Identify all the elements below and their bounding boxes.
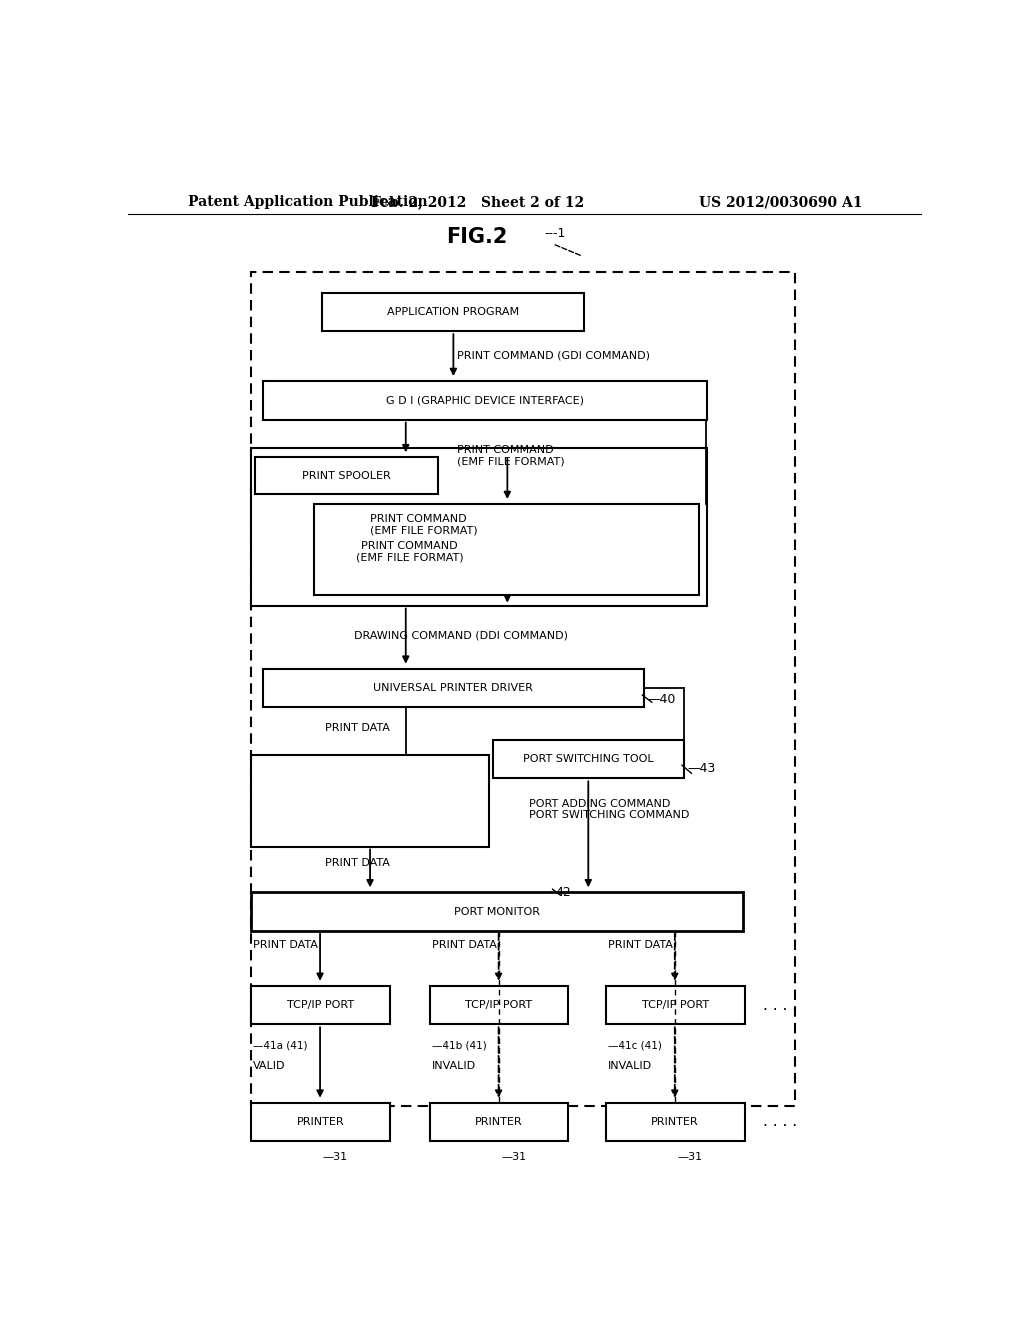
- Text: —41b (41): —41b (41): [432, 1040, 486, 1051]
- Text: ---1: ---1: [545, 227, 566, 240]
- Text: TCP/IP PORT: TCP/IP PORT: [287, 1001, 354, 1010]
- Text: PRINT DATA: PRINT DATA: [325, 722, 390, 733]
- Text: PRINTER: PRINTER: [475, 1117, 523, 1127]
- Text: PORT ADDING COMMAND
PORT SWITCHING COMMAND: PORT ADDING COMMAND PORT SWITCHING COMMA…: [528, 799, 689, 820]
- Bar: [263, 381, 708, 420]
- Text: —43: —43: [687, 762, 716, 775]
- Bar: [430, 986, 568, 1024]
- Bar: [251, 447, 708, 606]
- Bar: [606, 1102, 744, 1142]
- Bar: [606, 986, 744, 1024]
- Text: TCP/IP PORT: TCP/IP PORT: [466, 1001, 532, 1010]
- Text: PORT SWITCHING TOOL: PORT SWITCHING TOOL: [523, 754, 653, 764]
- Text: —31: —31: [677, 1151, 702, 1162]
- Text: PORT MONITOR: PORT MONITOR: [454, 907, 540, 916]
- Text: PRINT DATA: PRINT DATA: [325, 858, 390, 867]
- Bar: [263, 669, 644, 708]
- Text: PRINT SPOOLER: PRINT SPOOLER: [302, 470, 390, 480]
- Bar: [323, 293, 585, 331]
- Text: Patent Application Publication: Patent Application Publication: [187, 195, 427, 209]
- Bar: [251, 986, 390, 1024]
- Bar: [251, 892, 743, 931]
- Text: PRINT DATA: PRINT DATA: [432, 940, 497, 950]
- Text: —31: —31: [501, 1151, 526, 1162]
- Text: PRINT COMMAND
(EMF FILE FORMAT): PRINT COMMAND (EMF FILE FORMAT): [458, 445, 565, 467]
- Text: INVALID: INVALID: [432, 1061, 476, 1071]
- Text: PRINTER: PRINTER: [297, 1117, 344, 1127]
- Bar: [255, 457, 437, 494]
- Text: TCP/IP PORT: TCP/IP PORT: [642, 1001, 709, 1010]
- Text: APPLICATION PROGRAM: APPLICATION PROGRAM: [387, 306, 519, 317]
- Text: DRAWING COMMAND (DDI COMMAND): DRAWING COMMAND (DDI COMMAND): [354, 630, 568, 640]
- Text: . . . .: . . . .: [763, 998, 797, 1012]
- Text: PRINTER: PRINTER: [651, 1117, 699, 1127]
- Text: VALID: VALID: [253, 1061, 286, 1071]
- Text: . . . .: . . . .: [763, 1114, 797, 1130]
- Text: PRINT COMMAND
(EMF FILE FORMAT): PRINT COMMAND (EMF FILE FORMAT): [356, 541, 464, 562]
- Text: G D I (GRAPHIC DEVICE INTERFACE): G D I (GRAPHIC DEVICE INTERFACE): [386, 395, 584, 405]
- Text: PRINT COMMAND
(EMF FILE FORMAT): PRINT COMMAND (EMF FILE FORMAT): [370, 515, 477, 536]
- Bar: [251, 755, 489, 846]
- Bar: [251, 1102, 390, 1142]
- Text: —31: —31: [323, 1151, 347, 1162]
- Text: FIG.2: FIG.2: [446, 227, 508, 247]
- Text: 42: 42: [555, 886, 570, 899]
- Text: Feb. 2, 2012   Sheet 2 of 12: Feb. 2, 2012 Sheet 2 of 12: [371, 195, 584, 209]
- Bar: [430, 1102, 568, 1142]
- Text: —41c (41): —41c (41): [608, 1040, 662, 1051]
- Bar: [494, 739, 684, 779]
- Text: PRINT DATA: PRINT DATA: [253, 940, 318, 950]
- Text: PRINT DATA: PRINT DATA: [608, 940, 673, 950]
- Text: —40: —40: [648, 693, 676, 706]
- Text: US 2012/0030690 A1: US 2012/0030690 A1: [698, 195, 862, 209]
- Text: —41a (41): —41a (41): [253, 1040, 308, 1051]
- Bar: [251, 272, 795, 1106]
- Text: INVALID: INVALID: [608, 1061, 652, 1071]
- Text: PRINT COMMAND (GDI COMMAND): PRINT COMMAND (GDI COMMAND): [458, 351, 650, 360]
- Text: UNIVERSAL PRINTER DRIVER: UNIVERSAL PRINTER DRIVER: [374, 682, 534, 693]
- Bar: [314, 504, 699, 595]
